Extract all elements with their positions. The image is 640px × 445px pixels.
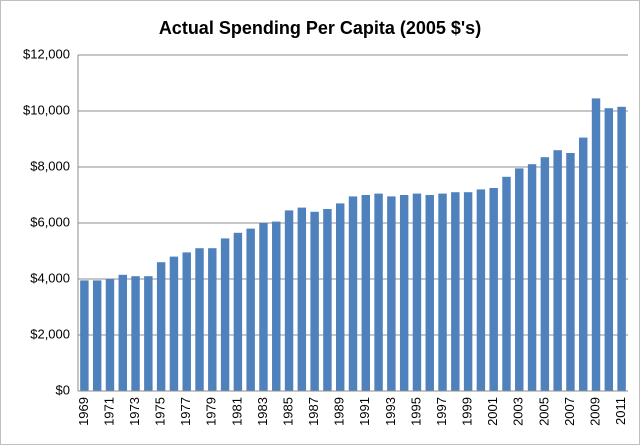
bar xyxy=(553,150,562,391)
chart-title: Actual Spending Per Capita (2005 $'s) xyxy=(159,18,481,38)
bar xyxy=(169,256,179,391)
bar xyxy=(591,98,601,392)
bar xyxy=(579,137,588,391)
bar xyxy=(387,196,396,391)
bar xyxy=(105,279,115,391)
bar xyxy=(617,106,626,392)
x-tick-label: 1987 xyxy=(306,397,321,426)
bar xyxy=(323,209,332,391)
x-tick-label: 1997 xyxy=(434,397,449,426)
x-tick-label: 1985 xyxy=(280,397,295,426)
bar xyxy=(156,262,166,391)
y-tick-label: $6,000 xyxy=(30,214,70,229)
bar xyxy=(361,195,371,391)
y-tick-label: $2,000 xyxy=(30,326,70,341)
bar xyxy=(131,276,140,391)
bar xyxy=(144,276,153,391)
y-tick-label: $8,000 xyxy=(30,158,70,173)
bar xyxy=(527,164,537,391)
x-tick-label: 1981 xyxy=(229,397,244,426)
y-tick-label: $0 xyxy=(56,382,70,397)
bar xyxy=(438,193,447,391)
x-tick-label: 1977 xyxy=(178,397,193,426)
bar xyxy=(515,168,524,391)
y-tick-label: $4,000 xyxy=(30,270,70,285)
bar xyxy=(348,196,358,391)
bar xyxy=(489,188,498,391)
x-tick-label: 1975 xyxy=(153,397,168,426)
bar xyxy=(92,280,102,391)
x-tick-label: 2011 xyxy=(613,397,628,425)
bar xyxy=(399,195,409,391)
x-tick-label: 1999 xyxy=(460,397,475,426)
x-tick-label: 1993 xyxy=(383,397,398,426)
y-tick-label: $12,000 xyxy=(23,46,70,61)
x-tick-label: 1983 xyxy=(255,397,270,426)
bar xyxy=(195,248,204,391)
bar xyxy=(335,203,345,391)
bar xyxy=(272,221,281,391)
x-tick-label: 1991 xyxy=(357,397,372,426)
bar xyxy=(412,193,422,391)
x-tick-label: 1989 xyxy=(332,397,347,426)
bar xyxy=(118,274,127,391)
x-tick-label: 1971 xyxy=(101,397,116,426)
bar xyxy=(297,207,307,391)
x-tick-label: 1969 xyxy=(76,397,91,426)
y-tick-label: $10,000 xyxy=(23,102,70,117)
x-tick-label: 1995 xyxy=(408,397,423,426)
x-tick-label: 1973 xyxy=(127,397,142,426)
x-tick-label: 2005 xyxy=(536,397,551,426)
bar xyxy=(259,223,268,391)
bar xyxy=(476,189,486,391)
bar xyxy=(246,228,255,391)
bar xyxy=(540,157,550,391)
x-tick-label: 1979 xyxy=(204,397,219,426)
bar xyxy=(80,280,89,391)
bar xyxy=(451,192,460,391)
bar xyxy=(284,210,294,391)
bar xyxy=(566,153,575,391)
bar xyxy=(182,252,191,391)
bar xyxy=(208,248,217,391)
x-tick-label: 2009 xyxy=(587,397,602,426)
bar xyxy=(310,211,319,391)
x-tick-label: 2001 xyxy=(485,397,500,426)
bar xyxy=(233,232,243,391)
bar xyxy=(604,108,614,391)
x-tick-label: 2003 xyxy=(511,397,526,426)
bar xyxy=(463,192,473,391)
bar xyxy=(502,176,511,391)
bar xyxy=(425,195,434,391)
bar xyxy=(374,193,383,391)
x-tick-label: 2007 xyxy=(562,397,577,426)
bar xyxy=(220,238,230,391)
